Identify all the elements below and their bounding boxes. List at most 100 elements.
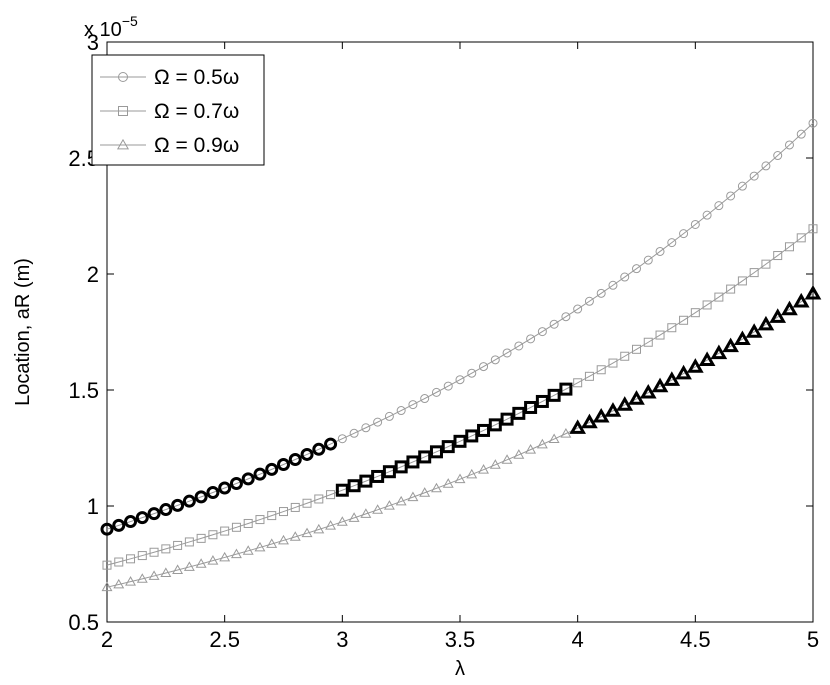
data-point [195, 558, 207, 568]
data-point [266, 538, 278, 548]
series-line [106, 228, 814, 566]
data-point [114, 557, 124, 567]
highlight-marker [592, 407, 610, 423]
data-point [808, 224, 818, 234]
highlight-marker [686, 358, 704, 373]
data-point [349, 428, 359, 438]
series-layer [100, 118, 822, 592]
data-point [183, 561, 195, 571]
highlight-marker [194, 490, 208, 504]
data-point [702, 210, 712, 220]
y-tick-label: 1 [87, 494, 99, 519]
data-point [478, 464, 489, 474]
data-point [173, 540, 183, 550]
legend-marker [118, 72, 128, 82]
highlight-marker [182, 494, 196, 508]
data-point [255, 515, 265, 525]
data-point [726, 284, 736, 294]
data-point [761, 259, 771, 269]
data-point [489, 459, 501, 469]
data-point [714, 201, 724, 211]
highlight-marker [581, 413, 598, 429]
legend-marker [118, 106, 128, 116]
highlight-marker [324, 437, 338, 451]
data-point [279, 507, 288, 517]
data-point [196, 533, 206, 543]
data-point [148, 570, 160, 580]
data-point [208, 530, 218, 540]
data-point [454, 473, 466, 484]
data-point [737, 181, 747, 191]
highlight-marker [722, 337, 739, 353]
data-point [620, 351, 630, 361]
highlight-marker [745, 323, 763, 338]
data-point [160, 567, 172, 577]
data-point [184, 537, 194, 547]
series-3 [101, 284, 822, 592]
data-point [467, 368, 477, 378]
highlight-marker [100, 522, 114, 536]
highlight-marker [135, 511, 149, 525]
x-tick-label: 2 [101, 627, 113, 652]
data-point [526, 334, 536, 344]
highlight-marker [792, 292, 810, 308]
data-point [608, 280, 618, 290]
highlight-marker [453, 434, 467, 448]
highlight-marker [524, 400, 538, 414]
data-point [384, 411, 394, 421]
y-tick-label: 2 [87, 262, 99, 287]
data-point [373, 417, 383, 427]
highlight-marker [241, 472, 255, 486]
data-point [667, 323, 677, 333]
x-tick-label: 4.5 [680, 627, 711, 652]
series-line [106, 122, 814, 530]
data-point [466, 468, 478, 479]
data-point [596, 365, 606, 375]
data-point [267, 511, 277, 521]
data-point [301, 527, 313, 538]
data-point [632, 344, 641, 354]
highlight-marker [206, 485, 220, 499]
highlight-marker [112, 518, 126, 532]
data-point [584, 371, 594, 381]
highlight-marker [277, 457, 290, 471]
data-point [137, 551, 147, 561]
data-point [136, 573, 148, 583]
highlight-marker [535, 394, 549, 408]
legend-entry: Ω = 0.5ω [100, 66, 239, 89]
highlight-marker [804, 284, 822, 300]
highlight-marker [265, 462, 279, 476]
y-multiplier-label: x 10−5 [84, 13, 138, 41]
highlight-marker [124, 515, 138, 529]
highlight-marker [218, 481, 232, 495]
highlight-marker [147, 507, 161, 521]
highlight-marker [639, 383, 657, 399]
legend-marker [116, 138, 130, 150]
data-point [655, 330, 665, 340]
data-point [219, 551, 231, 562]
data-point [667, 238, 677, 248]
y-axis-label: Location, aR (m) [12, 258, 34, 406]
axis-tick-labels: 2 2.5 3 3.5 4 4.5 50.511.522.53 [68, 30, 819, 652]
data-point [608, 358, 618, 368]
x-axis-label: λ [455, 658, 465, 680]
data-point [431, 482, 442, 493]
legend-label: Ω = 0.9ω [154, 134, 239, 157]
data-point [372, 504, 384, 514]
data-point [655, 246, 665, 256]
x-tick-label: 3.5 [445, 627, 476, 652]
highlight-marker [371, 469, 385, 483]
data-point [407, 491, 419, 502]
data-point [302, 498, 312, 508]
highlight-marker [159, 503, 173, 517]
highlight-marker [769, 308, 787, 323]
highlight-marker [465, 429, 479, 443]
x-tick-label: 5 [807, 627, 819, 652]
highlight-marker [628, 390, 645, 405]
data-point [126, 554, 136, 564]
highlight-marker [512, 406, 526, 420]
highlight-marker [394, 460, 408, 474]
data-point [314, 494, 324, 504]
data-point [408, 400, 418, 410]
highlight-marker [335, 483, 349, 497]
